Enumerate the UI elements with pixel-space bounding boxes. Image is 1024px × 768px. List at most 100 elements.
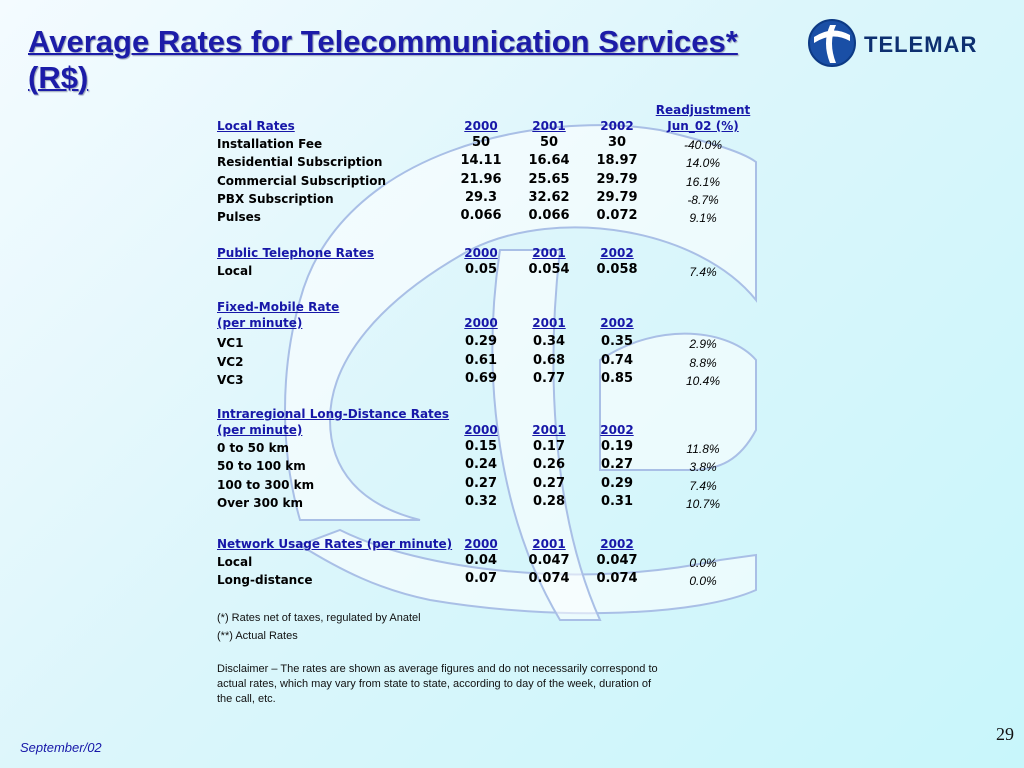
year-header: 2002 [600,316,634,330]
rate-value: 0.19 [600,439,634,455]
year-header: 2001 [532,423,566,437]
rate-value: 25.65 [528,171,570,187]
row-label: 50 to 100 km [217,459,306,474]
row-label: VC2 [217,354,244,369]
rate-value: 0.074 [596,571,638,587]
section-header: Public Telephone Rates [217,246,375,260]
row-label: Commercial Subscription [217,173,387,188]
row-label: Local [217,264,253,279]
rate-value: 0.28 [532,493,566,509]
rate-value: 0.066 [528,208,570,223]
telemar-logo: TELEMAR [808,19,977,67]
year-header: 2000 [464,316,498,330]
rate-value: 0.074 [528,571,570,587]
slide-title: Average Rates for Telecommunication Serv… [28,24,738,95]
rate-value: 0.35 [600,334,634,350]
rate-value: 0.61 [464,352,498,368]
year-header: 2002 [600,423,634,437]
rate-value: 0.066 [460,208,502,223]
section-header: (per minute) [217,423,303,437]
rate-value: 0.24 [464,457,498,473]
note-actual-rates: (**) Actual Rates [217,630,298,642]
rate-value: 21.96 [460,171,502,187]
readjustment-header-line1: Readjustment [655,103,751,117]
readjustment-value: 10.7% [685,496,721,511]
rate-value: 0.68 [532,352,566,368]
readjustment-value: 0.0% [689,556,717,571]
rate-value: 0.32 [464,493,498,509]
year-header: 2002 [600,119,634,133]
rate-value: 0.34 [532,334,566,350]
readjustment-value: -8.7% [687,192,719,207]
rate-value: 0.072 [596,208,638,223]
row-label: 0 to 50 km [217,441,290,456]
rate-value: 0.27 [532,475,566,491]
rate-value: 0.047 [528,553,570,569]
rate-value: 18.97 [596,153,638,169]
rate-value: 32.62 [528,189,570,205]
year-header: 2001 [532,537,566,551]
row-label: PBX Subscription [217,191,334,206]
year-header: 2000 [464,423,498,437]
row-label: Long-distance [217,573,313,588]
readjustment-value: 7.4% [689,478,717,493]
rate-value: 0.31 [600,493,634,509]
globe-icon [808,19,856,67]
readjustment-value: 9.1% [689,211,717,225]
row-label: Installation Fee [217,137,323,152]
row-label: VC1 [217,336,244,351]
section-header: Network Usage Rates (per minute) [217,537,453,551]
rate-value: 0.27 [600,457,634,473]
readjustment-value: 7.4% [689,265,717,280]
rate-value: 16.64 [528,153,570,169]
year-header: 2001 [532,246,566,260]
note-net-of-taxes: (*) Rates net of taxes, regulated by Ana… [217,612,421,624]
rate-value: 0.74 [600,352,634,368]
readjustment-value: 10.4% [685,373,721,388]
year-header: 2002 [600,246,634,260]
rate-value: 0.27 [464,475,498,491]
section-header: Local Rates [217,119,295,133]
year-header: 2001 [532,316,566,330]
readjustment-value: 11.8% [686,442,720,457]
rate-value: 0.05 [464,262,498,278]
readjustment-value: 0.0% [689,574,717,589]
rate-value: 14.11 [460,153,502,169]
rate-value: 0.047 [596,553,638,569]
rate-value: 0.07 [464,571,498,587]
rate-value: 0.26 [532,457,566,473]
rate-value: 0.17 [532,439,566,455]
rate-value: 0.29 [464,334,498,350]
row-label: VC3 [217,372,244,387]
readjustment-value: 8.8% [689,355,717,370]
section-header: (per minute) [217,316,303,330]
row-label: Over 300 km [217,495,303,510]
row-label: Local [217,555,253,570]
readjustment-header-line2: Jun_02 (%) [667,119,739,133]
row-label: Pulses [217,210,261,224]
disclaimer: Disclaimer – The rates are shown as aver… [217,663,658,705]
footer-date: September/02 [20,740,102,755]
readjustment-value: 2.9% [689,337,717,352]
rate-value: 0.29 [600,475,634,491]
year-header: 2000 [464,246,498,260]
rate-value: 50 [471,135,491,151]
year-header: 2000 [464,537,498,551]
rate-value: 29.3 [464,189,498,205]
section-header: Fixed-Mobile Rate [217,300,340,314]
year-header: 2000 [464,119,498,133]
rate-value: 0.15 [464,439,498,455]
rate-value: 29.79 [596,189,638,205]
rate-value: 0.04 [464,553,498,569]
year-header: 2002 [600,537,634,551]
rate-value: 29.79 [596,171,638,187]
readjustment-value: 3.8% [689,460,717,475]
rate-value: 0.054 [528,262,570,278]
logo-wordmark: TELEMAR [864,32,977,57]
year-header: 2001 [532,119,566,133]
row-label: 100 to 300 km [217,477,315,492]
readjustment-value: 14.0% [685,156,721,171]
rate-value: 0.85 [600,370,634,386]
readjustment-value: -40.0% [683,138,723,153]
rate-value: 0.69 [464,370,498,386]
